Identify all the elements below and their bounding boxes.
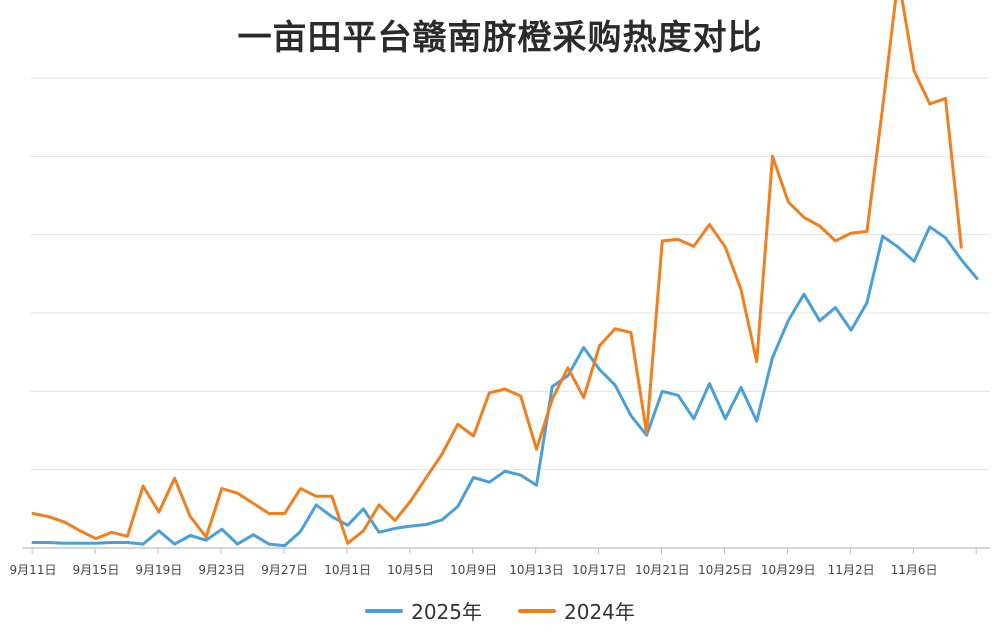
x-tick-label: 9月19日 xyxy=(135,563,182,577)
legend-label-2025: 2025年 xyxy=(411,600,482,624)
x-tick-label: 9月15日 xyxy=(72,563,119,577)
series-line-2024 xyxy=(31,0,963,545)
x-tick-label: 10月29日 xyxy=(761,563,816,577)
x-tick-label: 9月23日 xyxy=(198,563,245,577)
legend-swatch-2025 xyxy=(365,608,404,613)
x-tick-label: 10月21日 xyxy=(635,563,690,577)
x-tick-label: 10月5日 xyxy=(387,563,434,577)
x-tick-label: 11月2日 xyxy=(828,563,875,577)
x-tick-label: 11月6日 xyxy=(891,563,938,577)
x-tick-label: 10月17日 xyxy=(572,563,627,577)
x-tick-label: 10月1日 xyxy=(324,563,371,577)
x-tick-label: 9月11日 xyxy=(10,563,57,577)
x-tick-label: 10月25日 xyxy=(698,563,753,577)
legend-item-2025: 2025年 xyxy=(365,596,482,625)
x-tick-labels: 9月11日 9月15日 9月19日 9月23日 9月27日 10月1日 10月5日 10月9日… xyxy=(10,563,938,577)
legend-swatch-2024 xyxy=(518,608,556,613)
legend: 2025年 2024年 xyxy=(0,596,1000,625)
x-tick-label: 10月13日 xyxy=(509,563,564,577)
series-line-2025 xyxy=(31,225,979,548)
gridlines xyxy=(30,77,990,471)
legend-item-2024: 2024年 xyxy=(518,596,635,625)
x-tick-label: 9月27日 xyxy=(261,563,308,577)
x-tick-label: 10月9日 xyxy=(450,563,497,577)
chart-title: 一亩田平台赣南脐橙采购热度对比 xyxy=(237,18,763,58)
x-axis xyxy=(22,547,990,554)
series-lines xyxy=(31,0,979,548)
legend-label-2024: 2024年 xyxy=(564,600,635,624)
